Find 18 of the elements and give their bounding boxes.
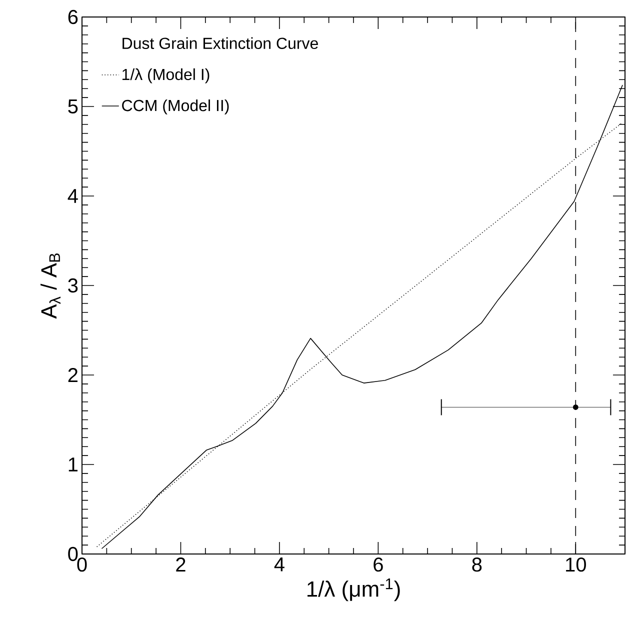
- x-tick-label: 2: [176, 558, 186, 572]
- x-tick-label: 6: [374, 558, 383, 572]
- y-tick-label: 0: [68, 546, 78, 562]
- x-tick-label: 10: [566, 558, 586, 572]
- x-tick-label: 4: [274, 558, 284, 572]
- x-tick-label: 0: [77, 558, 87, 572]
- y-tick-label: 6: [68, 10, 78, 24]
- legend-label: 1/λ (Model I): [122, 68, 210, 84]
- y-tick-label: 3: [68, 278, 78, 293]
- y-axis-title: A$_{λ}$ / A$_{B}$: [40, 253, 61, 319]
- y-tick-label: 1: [68, 458, 78, 472]
- x-tick-label: 8: [472, 558, 482, 572]
- y-tick-label: 2: [68, 368, 78, 382]
- y-tick-label: 5: [68, 100, 78, 114]
- legend-title: Dust Grain Extinction Curve: [122, 37, 318, 50]
- legend-label: CCM (Model II): [122, 99, 229, 114]
- x-axis-title: 1/λ (μm$^{-1}$): [308, 578, 400, 602]
- y-tick-label: 4: [68, 189, 78, 203]
